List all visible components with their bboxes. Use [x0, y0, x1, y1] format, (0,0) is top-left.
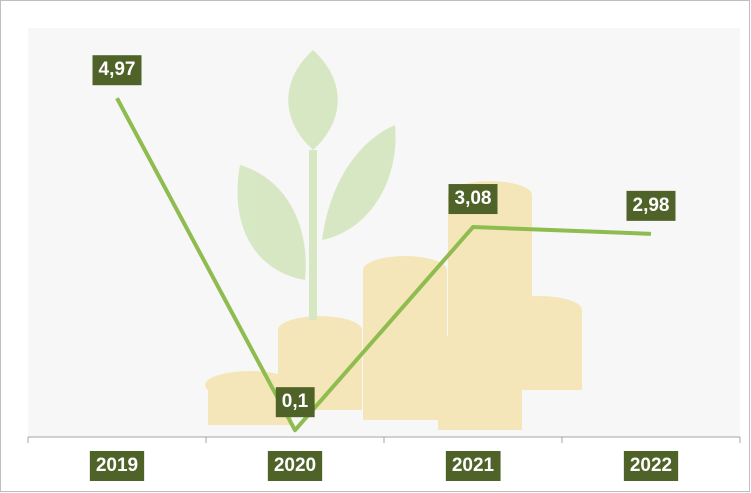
data-label-box [448, 184, 498, 215]
x-tick-label-box [445, 451, 501, 481]
x-tick-label-box [89, 451, 145, 481]
data-label: 2,98 [633, 195, 670, 216]
x-tick-label: 2019 [96, 455, 138, 476]
data-label: 4,97 [99, 59, 136, 80]
line [115, 97, 652, 433]
data-label: 3,08 [455, 188, 492, 209]
data-label-box [92, 55, 142, 86]
x-tick-label: 2020 [274, 455, 316, 476]
x-tick-label-box [623, 451, 679, 481]
data-label: 0,1 [282, 391, 309, 412]
x-tick-label: 2022 [630, 455, 672, 476]
x-tick-label: 2021 [452, 455, 495, 476]
x-tick-label-box [267, 451, 323, 481]
data-label-box [626, 190, 676, 221]
data-label-box [275, 387, 315, 418]
